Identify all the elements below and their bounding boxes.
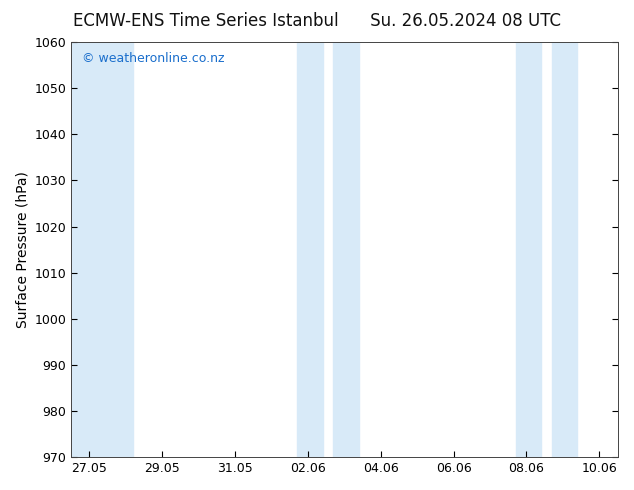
Bar [333,42,359,457]
Bar [297,42,323,457]
Bar [515,42,541,457]
Text: © weatheronline.co.nz: © weatheronline.co.nz [82,52,224,66]
Y-axis label: Surface Pressure (hPa): Surface Pressure (hPa) [15,171,29,328]
Text: ECMW-ENS Time Series Istanbul      Su. 26.05.2024 08 UTC: ECMW-ENS Time Series Istanbul Su. 26.05.… [73,12,561,30]
Bar [552,42,578,457]
Bar [71,42,133,457]
